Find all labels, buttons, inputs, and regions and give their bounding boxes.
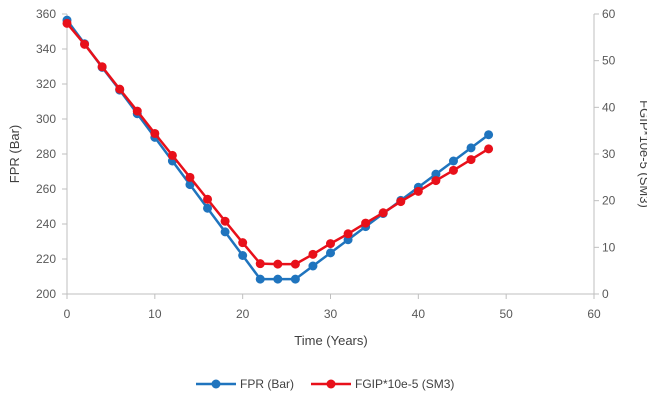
x-tick-label: 50: [499, 307, 513, 321]
data-point-fgip: [396, 197, 406, 207]
data-point-fpr: [484, 130, 494, 140]
data-point-fpr: [220, 227, 230, 237]
x-tick-label: 30: [324, 307, 338, 321]
data-point-fpr: [431, 169, 441, 179]
data-point-fgip: [308, 249, 318, 259]
x-tick-label: 20: [236, 307, 250, 321]
data-point-fpr: [185, 180, 195, 190]
data-point-fgip: [273, 259, 283, 269]
data-point-fpr: [326, 248, 335, 258]
data-point-fgip: [290, 259, 300, 269]
data-point-fgip: [220, 216, 230, 226]
y-axis-title: FPR (Bar): [7, 125, 22, 184]
data-point-fgip: [343, 229, 353, 239]
data-point-fgip: [326, 239, 335, 249]
y-tick-label: 360: [36, 7, 56, 21]
data-point-fgip: [255, 259, 265, 269]
legend-item-fgip: FGIP*10e-5 (SM3): [311, 377, 454, 391]
series-line-fpr: [65, 19, 490, 281]
legend-marker-fgip: [326, 379, 336, 389]
y-tick-label: 320: [36, 77, 56, 91]
tick-labels: 0 10 20 30 40 50 60200220240260280300320340360…: [36, 7, 616, 321]
y-tick-label: 340: [36, 42, 56, 56]
data-point-fgip: [431, 176, 441, 186]
data-point-fpr: [290, 274, 300, 284]
y2-tick-label: 50: [602, 54, 616, 68]
data-point-fpr: [273, 274, 283, 284]
y2-axis-title: FGIP*10e-5 (SM3): [637, 100, 647, 208]
data-point-fpr: [238, 251, 248, 260]
data-point-fpr: [466, 143, 476, 153]
x-tick-label: 0: [64, 307, 71, 321]
data-point-fgip: [448, 165, 458, 175]
y2-tick-label: 60: [602, 7, 616, 21]
legend-item-fpr: FPR (Bar): [196, 377, 294, 391]
y-tick-label: 280: [36, 147, 56, 161]
data-point-fgip: [97, 62, 107, 72]
data-point-fpr: [255, 274, 265, 284]
data-point-fgip: [466, 155, 476, 165]
y-tick-label: 240: [36, 217, 56, 231]
x-tick-label: 60: [587, 307, 601, 321]
data-point-fpr: [448, 156, 458, 166]
y-tick-label: 260: [36, 182, 56, 196]
x-tick-label: 40: [412, 307, 426, 321]
y-tick-label: 200: [36, 287, 56, 301]
data-point-fgip: [167, 150, 177, 160]
data-point-fgip: [203, 194, 213, 204]
y2-tick-label: 20: [602, 194, 616, 208]
data-point-fgip: [361, 218, 371, 228]
axes: [62, 13, 599, 299]
data-point-fgip: [132, 106, 142, 116]
x-tick-label: 10: [148, 307, 162, 321]
legend-label-fpr: FPR (Bar): [240, 377, 294, 391]
data-point-fgip: [115, 84, 125, 94]
y2-tick-label: 10: [602, 240, 616, 254]
y-tick-label: 220: [36, 252, 56, 266]
y-tick-label: 300: [36, 112, 56, 126]
data-point-fgip: [62, 18, 72, 28]
data-point-fgip: [484, 144, 494, 154]
legend-marker-fpr: [211, 379, 221, 389]
plot-area: [62, 15, 494, 284]
data-point-fpr: [308, 261, 318, 271]
legend-label-fgip: FGIP*10e-5 (SM3): [355, 377, 454, 391]
series-line-fgip: [66, 22, 490, 266]
data-point-fpr: [203, 203, 213, 213]
data-point-fgip: [238, 238, 248, 248]
legend: FPR (Bar) FGIP*10e-5 (SM3): [196, 377, 454, 391]
y2-tick-label: 30: [602, 147, 616, 161]
data-point-fgip: [378, 208, 388, 218]
x-axis-title: Time (Years): [294, 333, 367, 348]
data-point-fgip: [413, 186, 423, 196]
data-point-fgip: [185, 172, 195, 182]
data-point-fgip: [150, 128, 160, 138]
data-point-fgip: [80, 39, 90, 49]
y2-tick-label: 0: [602, 287, 609, 301]
y2-tick-label: 40: [602, 100, 616, 114]
